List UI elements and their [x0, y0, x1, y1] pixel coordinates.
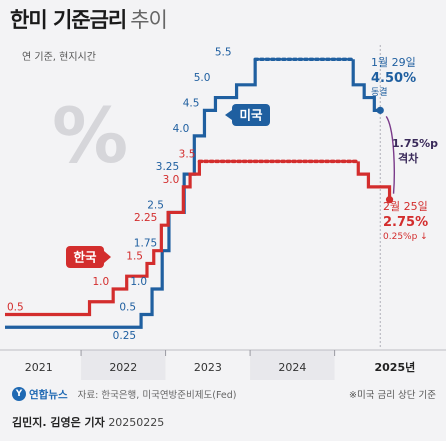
chart-subtitle: 연 기준, 현지시간	[22, 51, 96, 63]
us-value-label: 4.0	[173, 123, 190, 135]
kr-value-label: 3.5	[179, 148, 196, 160]
kr-end-point	[385, 196, 394, 204]
basis-note: ※미국 금리 상단 기준	[349, 390, 436, 401]
source-text: 자료: 한국은행, 미국연방준비제도(Fed)	[77, 390, 237, 401]
kr-badge	[66, 246, 104, 268]
kr-annot-rate: 2.75%	[383, 215, 428, 230]
title-bold: 한미 기준금리	[10, 8, 127, 32]
us-value-label: 2.5	[147, 199, 164, 211]
credit-name: 김민지. 김영은 기자	[12, 416, 105, 429]
us-value-label: 0.25	[113, 330, 136, 342]
us-annot-date: 1월 29일	[371, 55, 416, 69]
news-logo: Y 연합뉴스	[12, 387, 68, 402]
logo-text: 연합뉴스	[29, 388, 68, 401]
x-tick-label: 2022	[109, 361, 137, 374]
us-badge	[232, 104, 270, 126]
year-band	[5, 350, 82, 380]
title-light: 추이	[130, 8, 168, 32]
source-row: Y 연합뉴스 자료: 한국은행, 미국연방준비제도(Fed) ※미국 금리 상단…	[0, 383, 446, 405]
gap-value: 1.75%p	[392, 137, 438, 150]
title: 한미 기준금리 추이	[10, 4, 168, 40]
us-badge-pointer	[225, 110, 232, 120]
year-band	[250, 350, 335, 380]
logo-icon: Y	[12, 387, 26, 401]
kr-value-label: 3.0	[163, 174, 180, 186]
year-band	[165, 350, 251, 380]
x-tick-label: 2025년	[374, 360, 415, 374]
year-band	[81, 350, 166, 380]
credit-date: 20250225	[108, 416, 165, 429]
us-annot-rate: 4.50%	[371, 71, 416, 86]
kr-value-label: 1.5	[126, 250, 143, 262]
year-band	[334, 350, 398, 380]
kr-annot-change: 0.25%p ↓	[383, 232, 428, 242]
gap-label: 격차	[398, 151, 419, 165]
us-end-point	[376, 106, 384, 114]
kr-line-fall	[356, 161, 392, 200]
x-tick-label: 2023	[194, 361, 222, 374]
us-value-label: 3.25	[156, 161, 179, 173]
kr-value-label: 2.25	[134, 212, 157, 224]
x-tick-label: 2024	[278, 361, 306, 374]
us-value-label: 5.0	[194, 72, 211, 84]
us-annot-status: 동결	[371, 87, 388, 98]
us-line-rise	[5, 59, 257, 329]
us-value-label: 0.5	[119, 301, 136, 313]
kr-value-label: 1.0	[92, 276, 109, 288]
x-tick-label: 2021	[25, 361, 53, 374]
gap-bracket	[385, 115, 395, 194]
us-line-fall	[351, 59, 381, 112]
us-badge-label: 미국	[239, 108, 263, 123]
us-value-label: 1.0	[130, 276, 147, 288]
kr-annot-date: 2월 25일	[383, 199, 428, 213]
kr-badge-label: 한국	[73, 250, 97, 265]
kr-value-label: 0.5	[7, 301, 24, 313]
us-value-label: 1.75	[134, 238, 157, 250]
us-value-label: 5.5	[215, 46, 232, 58]
percent-icon: %	[52, 91, 128, 180]
kr-badge-pointer	[104, 251, 111, 263]
us-value-label: 4.5	[183, 97, 200, 109]
credit: 김민지. 김영은 기자 20250225	[12, 414, 446, 430]
kr-line-rise	[5, 161, 201, 317]
